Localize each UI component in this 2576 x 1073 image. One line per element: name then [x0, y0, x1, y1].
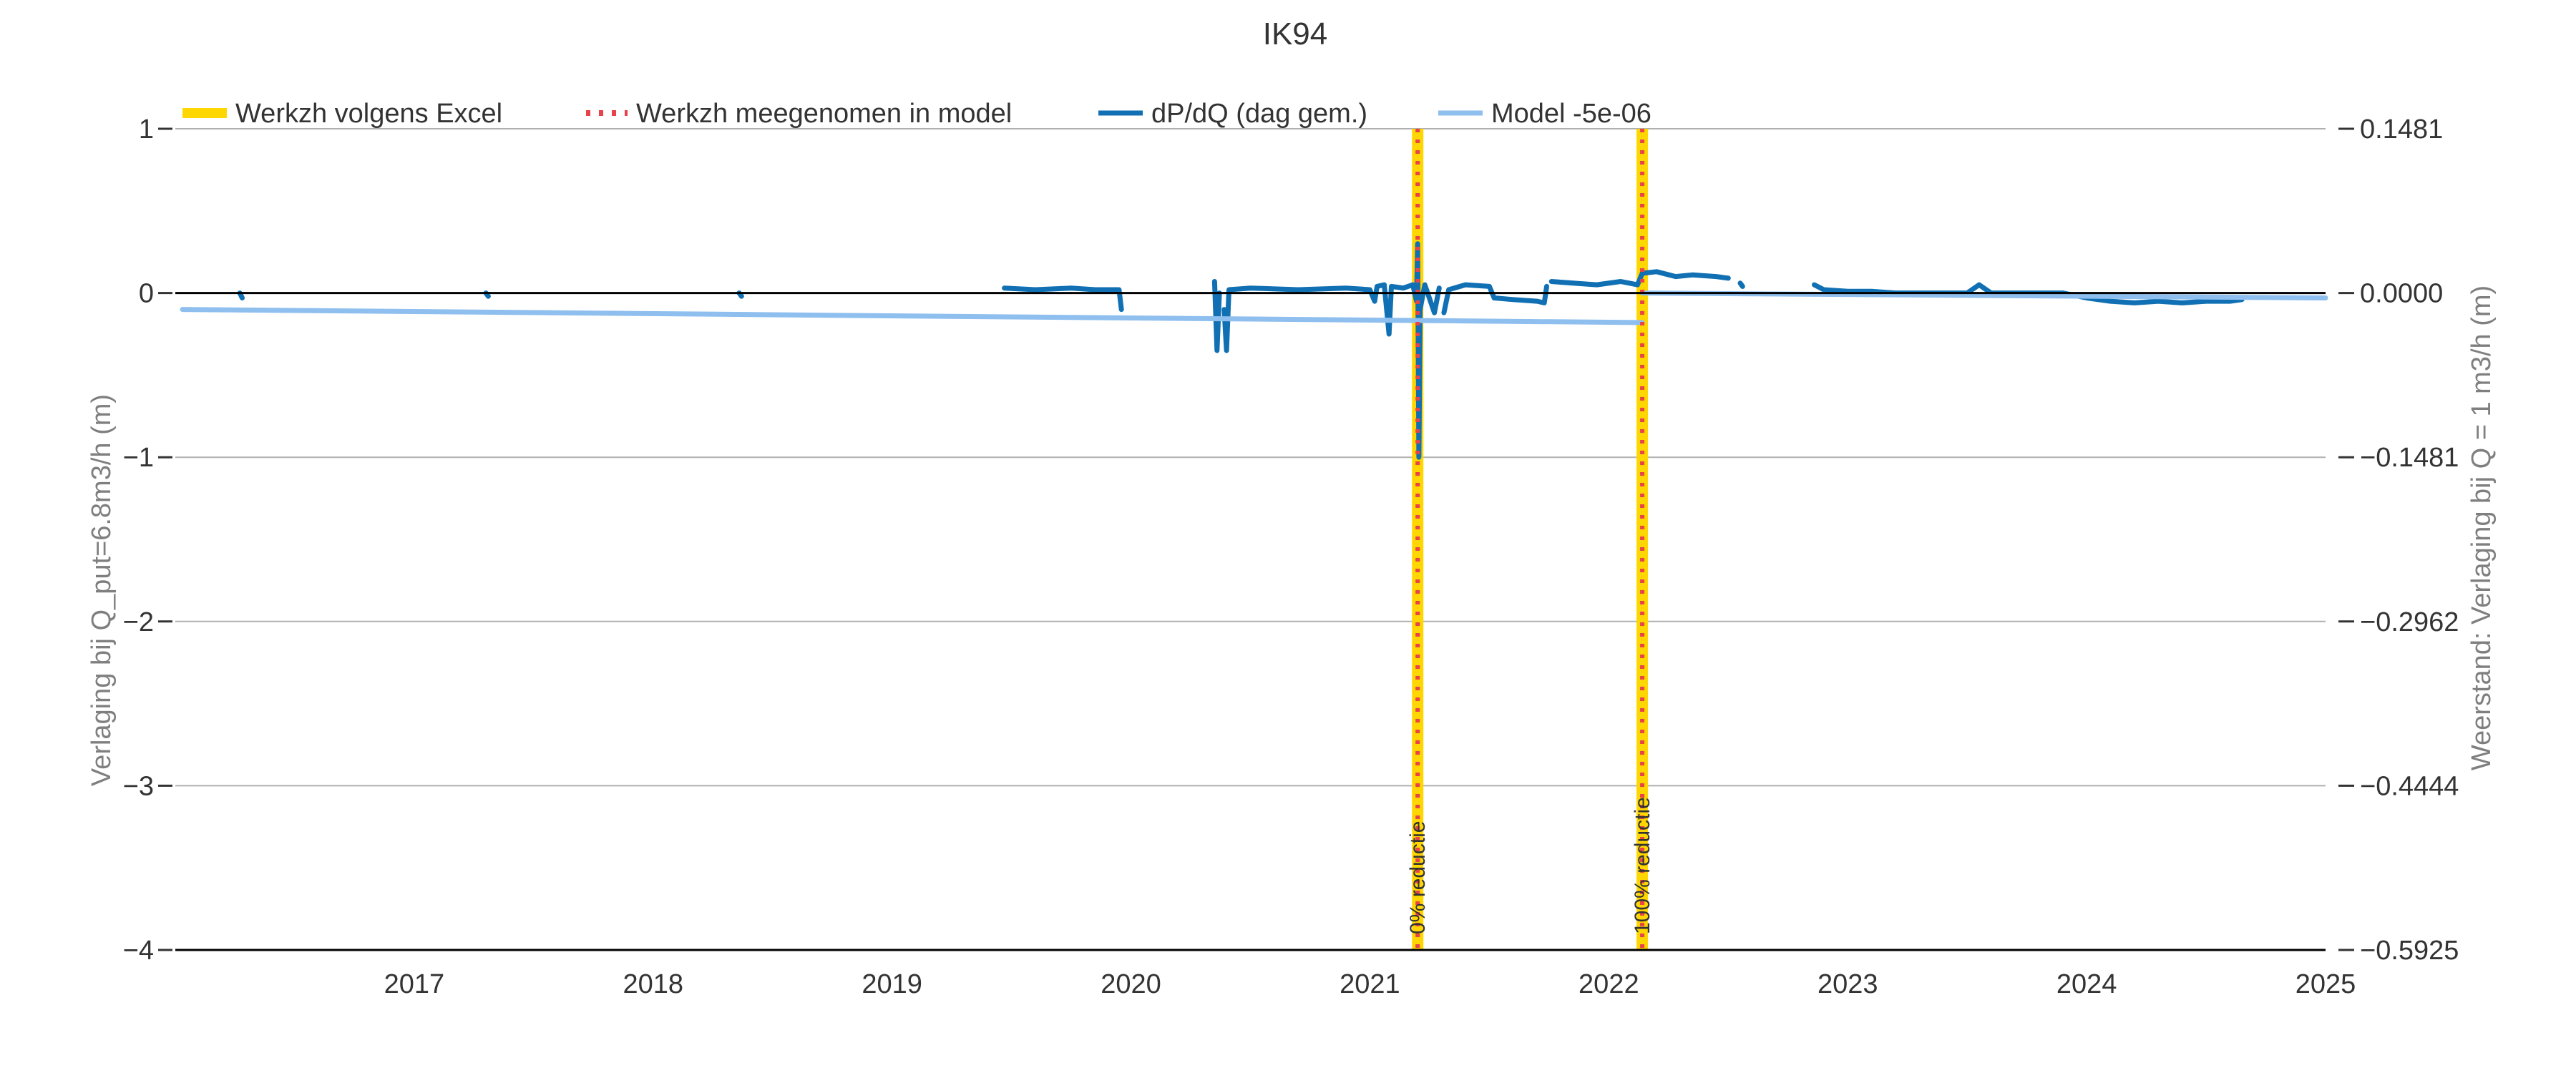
- x-tick-label-1: 2018: [623, 969, 684, 999]
- legend: Werkzh volgens Excel Werkzh meegenomen in…: [182, 99, 1652, 129]
- y2-tick-label-2: −0.1481: [2360, 443, 2459, 473]
- grid: [175, 128, 2326, 787]
- series-0-segment-6: [1441, 282, 1549, 315]
- y2-tick-label-5: −0.5925: [2360, 936, 2459, 966]
- ticks: 2017 2018 2019 2020 2021 2022 2023 2024 2025 1 0.1…: [123, 114, 2459, 999]
- legend-label-3: Model -5e-06: [1491, 99, 1652, 129]
- series-0-segment-7: [1548, 269, 1731, 288]
- event-lines: 0% reductie 100% reductie: [1406, 129, 1654, 950]
- x-tick-label-3: 2020: [1101, 969, 1161, 999]
- y-tick-label-3: −2: [123, 607, 154, 637]
- x-tick-label-5: 2022: [1579, 969, 1639, 999]
- x-tick-label-2: 2019: [862, 969, 922, 999]
- event-label-0: 0% reductie: [1406, 821, 1430, 934]
- y-axis-label: Verlaging bij Q_put=6.8m3/h (m): [87, 394, 117, 786]
- y-tick-label-5: −4: [123, 936, 154, 966]
- y2-tick-label-4: −0.4444: [2360, 771, 2459, 801]
- series-1-segment-0: [180, 307, 1645, 325]
- y2-tick-label-1: 0.0000: [2360, 279, 2443, 309]
- y-tick-label-2: −1: [123, 443, 154, 473]
- series-0-segment-8: [1737, 280, 1745, 289]
- series-0-segment-4: [1211, 279, 1222, 353]
- series-0-segment-5: [1221, 241, 1442, 460]
- legend-label-0: Werkzh volgens Excel: [235, 99, 502, 129]
- x-tick-label-4: 2021: [1340, 969, 1400, 999]
- y-tick-label-1: 0: [139, 279, 154, 309]
- series-layer: [180, 241, 2328, 460]
- y-tick-label-0: 1: [139, 114, 154, 144]
- event-bands: [1412, 129, 1649, 950]
- x-tick-label-8: 2025: [2296, 969, 2356, 999]
- axes: [175, 292, 2326, 951]
- y2-tick-label-0: 0.1481: [2360, 114, 2443, 144]
- legend-label-1: Werkzh meegenomen in model: [636, 99, 1012, 129]
- y2-tick-label-3: −0.2962: [2360, 607, 2459, 637]
- x-tick-label-0: 2017: [384, 969, 445, 999]
- legend-label-2: dP/dQ (dag gem.): [1151, 99, 1367, 129]
- y-tick-label-4: −3: [123, 771, 154, 801]
- x-tick-label-7: 2024: [2057, 969, 2117, 999]
- event-label-1: 100% reductie: [1631, 797, 1654, 934]
- chart-title: IK94: [1263, 16, 1328, 52]
- y2-axis-label: Weerstand: Verlaging bij Q = 1 m3/h (m): [2467, 285, 2497, 770]
- series-0-segment-3: [1002, 285, 1124, 313]
- x-tick-label-6: 2023: [1818, 969, 1878, 999]
